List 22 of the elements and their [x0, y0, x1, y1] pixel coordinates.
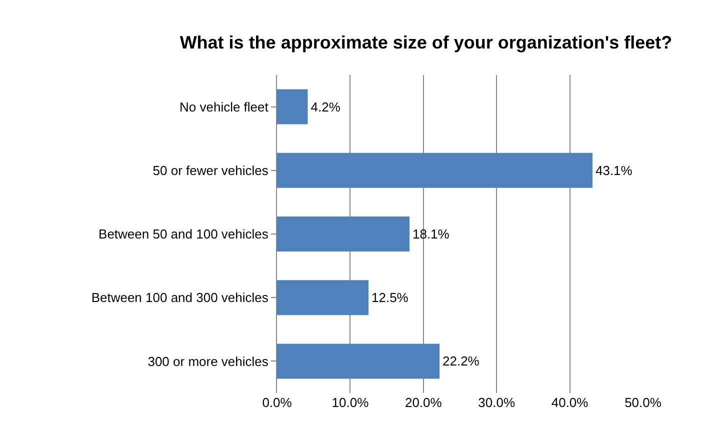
bar — [277, 216, 410, 252]
y-tick-label: Between 100 and 300 vehicles — [91, 290, 269, 306]
x-tick-label: 0.0% — [262, 395, 292, 410]
y-tick-label: 50 or fewer vehicles — [152, 162, 269, 178]
chart-title: What is the approximate size of your organization's fleet? — [180, 32, 672, 53]
bar — [277, 152, 592, 188]
x-tick-label: 50.0% — [624, 395, 662, 410]
y-tick-label: No vehicle fleet — [180, 99, 269, 114]
bar — [277, 280, 368, 316]
data-label: 4.2% — [310, 99, 341, 114]
y-tick-label: 300 or more vehicles — [148, 354, 269, 369]
data-label: 22.2% — [442, 354, 480, 369]
x-tick-label: 10.0% — [332, 395, 370, 410]
x-tick-label: 40.0% — [551, 395, 589, 410]
bar — [277, 344, 440, 379]
data-label: 18.1% — [412, 226, 450, 242]
x-tick-label: 20.0% — [404, 395, 442, 410]
x-tick-label: 30.0% — [478, 395, 516, 410]
data-label: 43.1% — [595, 162, 633, 178]
data-label: 12.5% — [372, 290, 409, 306]
y-tick-label: Between 50 and 100 vehicles — [98, 226, 269, 242]
bar — [277, 89, 308, 124]
